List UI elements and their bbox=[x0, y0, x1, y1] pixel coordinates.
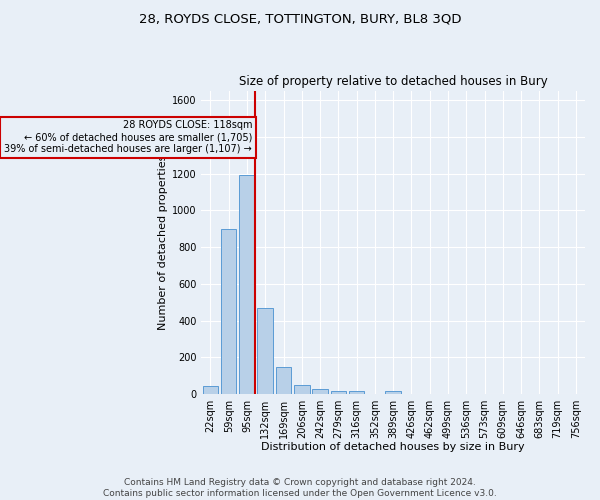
X-axis label: Distribution of detached houses by size in Bury: Distribution of detached houses by size … bbox=[262, 442, 525, 452]
Bar bbox=[239, 174, 255, 394]
Bar bbox=[276, 366, 291, 394]
Text: 28 ROYDS CLOSE: 118sqm
← 60% of detached houses are smaller (1,705)
39% of semi-: 28 ROYDS CLOSE: 118sqm ← 60% of detached… bbox=[4, 120, 252, 154]
Title: Size of property relative to detached houses in Bury: Size of property relative to detached ho… bbox=[239, 76, 548, 88]
Bar bbox=[257, 308, 273, 394]
Bar bbox=[331, 392, 346, 394]
Bar bbox=[385, 391, 401, 394]
Text: Contains HM Land Registry data © Crown copyright and database right 2024.
Contai: Contains HM Land Registry data © Crown c… bbox=[103, 478, 497, 498]
Bar bbox=[313, 388, 328, 394]
Text: 28, ROYDS CLOSE, TOTTINGTON, BURY, BL8 3QD: 28, ROYDS CLOSE, TOTTINGTON, BURY, BL8 3… bbox=[139, 12, 461, 26]
Bar bbox=[349, 391, 364, 394]
Y-axis label: Number of detached properties: Number of detached properties bbox=[158, 155, 167, 330]
Bar bbox=[203, 386, 218, 394]
Bar bbox=[294, 385, 310, 394]
Bar bbox=[221, 229, 236, 394]
